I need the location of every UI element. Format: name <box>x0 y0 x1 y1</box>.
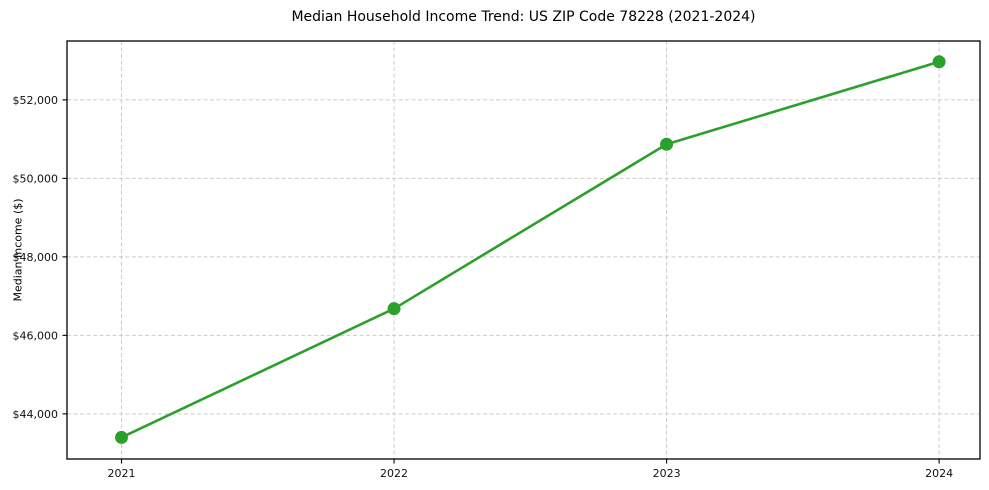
y-tick-label: $48,000 <box>13 251 59 264</box>
data-point <box>115 430 129 444</box>
plot-border <box>66 40 981 460</box>
y-tick-label: $52,000 <box>13 94 59 107</box>
y-tick-label: $50,000 <box>13 172 59 185</box>
chart-title: Median Household Income Trend: US ZIP Co… <box>291 9 756 25</box>
x-tick-label: 2022 <box>380 467 408 480</box>
data-point <box>660 137 674 151</box>
trend-line <box>120 60 941 439</box>
x-tick-label: 2021 <box>108 467 136 480</box>
x-tick-label: 2024 <box>925 467 953 480</box>
y-tick-label: $44,000 <box>13 408 59 421</box>
y-tick-label: $46,000 <box>13 329 59 342</box>
x-tick-label: 2023 <box>653 467 681 480</box>
data-point <box>932 55 946 69</box>
data-point <box>387 302 401 316</box>
